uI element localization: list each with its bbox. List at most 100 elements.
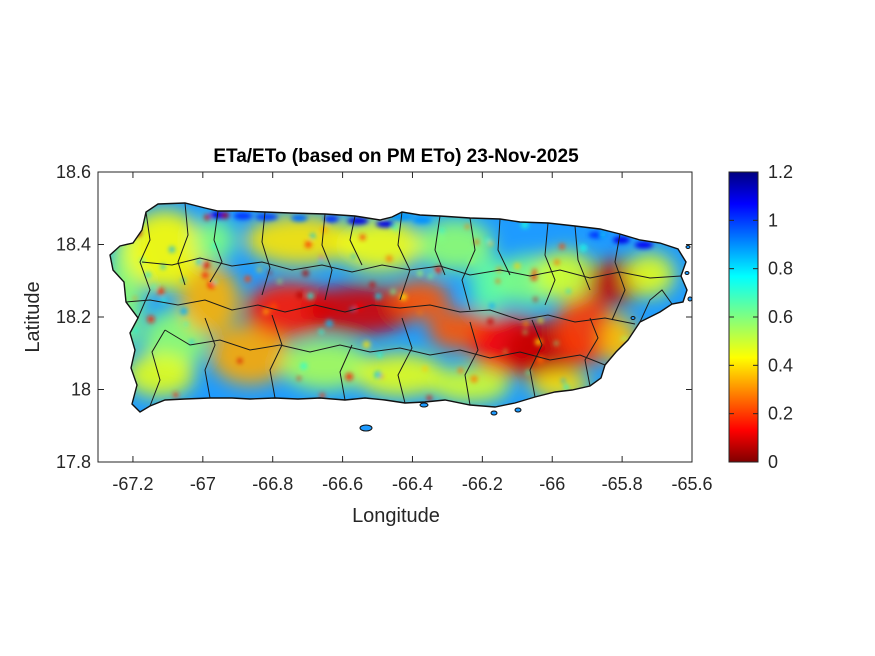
field-speck-40	[351, 254, 356, 259]
field-blob-1	[125, 210, 205, 290]
field-speck-35	[531, 268, 538, 275]
boundary-line-23	[639, 289, 673, 323]
field-speck-52	[374, 371, 382, 379]
field-blob-9	[245, 215, 355, 265]
boundary-line-6	[397, 211, 411, 301]
boundary-line-4	[321, 213, 333, 301]
field-speck-56	[263, 308, 270, 315]
field-speck-46	[304, 241, 312, 248]
field-blob-25	[430, 367, 510, 403]
field-speck-108	[345, 373, 353, 381]
field-speck-77	[563, 384, 569, 390]
field-speck-67	[310, 233, 316, 239]
coastal-speck-4	[323, 215, 339, 223]
field-blob-11	[417, 219, 493, 271]
field-speck-3	[485, 238, 490, 243]
field-speck-49	[437, 234, 445, 242]
field-speck-101	[189, 340, 194, 345]
field-speck-20	[390, 289, 396, 295]
field-speck-53	[318, 258, 324, 264]
field-speck-39	[533, 297, 538, 302]
field-speck-94	[302, 269, 309, 277]
islet-3	[514, 407, 522, 413]
islet-5	[687, 296, 693, 302]
boundary-line-14	[141, 257, 682, 279]
field-blob-3	[125, 353, 195, 397]
coastal-speck-6	[376, 220, 395, 228]
field-speck-33	[417, 270, 423, 277]
field-speck-23	[168, 246, 175, 253]
x-tick-label-8: -65.6	[671, 474, 712, 494]
field-blob-5	[195, 218, 235, 262]
y-tick-label-0: 17.8	[56, 452, 91, 472]
field-speck-2	[385, 255, 393, 262]
field-speck-70	[554, 259, 560, 265]
x-tick-label-5: -66.2	[462, 474, 503, 494]
x-tick-label-2: -66.8	[252, 474, 293, 494]
islet-1	[419, 402, 429, 408]
boundary-line-21	[529, 319, 543, 398]
boundary-line-8	[461, 217, 476, 311]
y-tick-label-4: 18.6	[56, 162, 91, 182]
boundary-line-3	[261, 211, 271, 296]
field-speck-37	[439, 228, 445, 234]
boundary-line-15	[149, 329, 166, 407]
x-tick-label-0: -67.2	[112, 474, 153, 494]
boundary-line-9	[497, 218, 511, 276]
field-speck-28	[426, 395, 433, 401]
field-speck-68	[300, 362, 308, 370]
field-speck-99	[213, 279, 218, 284]
small-islands	[359, 245, 693, 432]
field-speck-83	[523, 330, 528, 335]
x-tick-label-7: -65.8	[602, 474, 643, 494]
field-speck-4	[157, 287, 165, 295]
field-speck-11	[325, 319, 334, 328]
coastal-speck-1	[233, 212, 253, 220]
boundary-line-19	[397, 317, 413, 404]
field-speck-72	[554, 341, 559, 346]
islet-6	[630, 316, 636, 320]
field-speck-45	[523, 321, 529, 327]
field-speck-60	[221, 212, 229, 220]
field-speck-1	[320, 226, 328, 234]
field-speck-16	[422, 365, 428, 372]
boundary-line-16	[204, 317, 216, 399]
x-tick-label-3: -66.6	[322, 474, 363, 494]
coastal-speck-3	[290, 214, 308, 222]
field-speck-47	[513, 262, 521, 270]
colorbar-tick-label-4: 0.8	[768, 259, 793, 279]
colorbar-tick-label-2: 0.4	[768, 355, 793, 375]
raster-blobs	[110, 210, 675, 403]
field-speck-17	[160, 264, 166, 270]
field-speck-106	[237, 358, 243, 364]
field-speck-74	[133, 296, 137, 301]
boundary-line-22	[584, 317, 599, 387]
boundary-line-5	[349, 215, 363, 266]
boundary-line-20	[464, 321, 479, 406]
field-blob-17	[390, 280, 450, 320]
field-speck-96	[434, 266, 442, 274]
boundary-line-11	[574, 225, 591, 291]
boundary-line-13	[125, 299, 636, 325]
islet-7	[684, 271, 690, 275]
island-coastline	[109, 202, 688, 413]
field-speck-107	[487, 318, 494, 325]
islet-2	[490, 410, 498, 416]
field-blob-14	[535, 250, 595, 300]
coastal-speck-8	[412, 216, 432, 224]
field-speck-7	[202, 261, 210, 269]
field-blob-7	[280, 340, 370, 390]
map-title: ETa/ETo (based on PM ETo) 23-Nov-2025	[213, 146, 579, 167]
field-speck-36	[579, 244, 587, 252]
field-speck-102	[184, 322, 189, 327]
field-speck-41	[526, 370, 531, 375]
boundary-line-18	[339, 344, 353, 401]
field-blob-23	[625, 253, 675, 297]
field-blob-21	[555, 295, 615, 365]
coastal-speck-11	[634, 241, 654, 249]
field-speck-27	[355, 303, 364, 311]
field-blob-4	[180, 265, 240, 335]
x-axis-label: Longitude	[352, 505, 440, 527]
colorbar-tick-label-1: 0.2	[768, 404, 793, 424]
boundary-line-17	[269, 314, 283, 399]
